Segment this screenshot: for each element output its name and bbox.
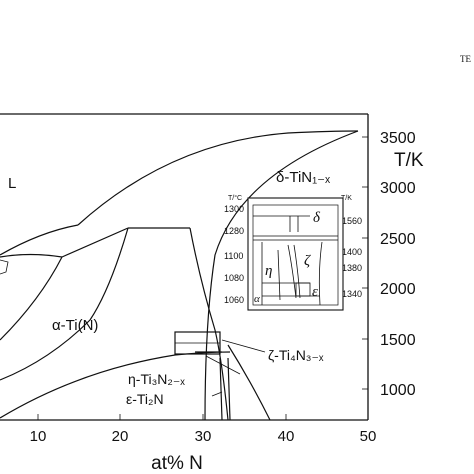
x-tick-labels: 10 20 30 40 50	[30, 428, 377, 445]
x-tick-label: 40	[278, 428, 295, 445]
y-tick-label: 2500	[380, 231, 416, 248]
phase-label-delta: δ-TiN₁₋ₓ	[276, 169, 330, 186]
inset-label-epsilon: ε	[312, 284, 318, 300]
inset-right-tick: 1340	[342, 289, 362, 299]
x-tick-label: 10	[30, 428, 47, 445]
zeta-pointer	[221, 339, 266, 353]
inset-right-tick: 1400	[342, 247, 362, 257]
corner-text: TE	[460, 54, 471, 64]
inset-epsilon-box	[295, 282, 311, 297]
inset-right-unit: T/K	[341, 195, 352, 202]
x-tick-marks	[37, 414, 369, 420]
inset-label-eta: η	[265, 263, 272, 279]
epsilon-left-line	[219, 357, 223, 421]
y-tick-label: 3500	[380, 130, 416, 147]
delta-left-boundary	[189, 227, 229, 421]
left-fragment	[0, 259, 9, 275]
x-tick-label: 20	[112, 428, 129, 445]
y-tick-label: 1000	[380, 382, 416, 399]
inset-label-delta: δ	[313, 210, 321, 226]
inset-label-zeta: ζ	[304, 253, 311, 269]
x-axis-label: at% N	[151, 453, 203, 474]
inset-left-tick: 1060	[224, 295, 244, 305]
inset-break-line	[253, 235, 338, 241]
y-tick-marks	[362, 136, 368, 390]
inset-diagram: T/°C T/K 1300 1280 1100 1080 1060 1560 1…	[224, 194, 362, 311]
phase-label-zeta: ζ-Ti₄N₃₋ₓ	[268, 347, 324, 363]
inset-eta-boundary	[277, 249, 281, 301]
inset-left-tick: 1100	[224, 251, 243, 261]
alpha-liquidus-curve	[0, 224, 79, 256]
y-axis-label: T/K	[394, 150, 424, 171]
beta-transus-curve	[0, 256, 63, 341]
delta-solvus-curve	[227, 344, 271, 421]
inset-delta-boundary	[318, 241, 323, 306]
y-tick-label: 3000	[380, 180, 416, 197]
liquid-lower-curve	[0, 253, 63, 258]
delta-liquidus-curve	[77, 130, 359, 226]
alpha-solvus-curve	[0, 351, 231, 419]
delta-solidus-curve	[204, 130, 359, 421]
phase-boundaries	[0, 130, 359, 421]
inset-left-tick: 1080	[224, 273, 244, 283]
inset-label-alpha: α	[254, 293, 260, 305]
inset-zeta-curve-2	[293, 244, 301, 299]
y-tick-label: 2000	[380, 281, 416, 298]
inset-zeta-curve	[287, 244, 297, 299]
alpha-liquidus-right	[61, 227, 129, 258]
phase-label-eta: η-Ti₃N₂₋ₓ	[128, 371, 185, 387]
y-tick-label: 1500	[380, 332, 416, 349]
alpha-solidus-curve	[0, 227, 129, 381]
inset-right-tick: 1560	[342, 216, 362, 226]
inset-left-unit: T/°C	[228, 194, 242, 202]
x-tick-label: 30	[195, 428, 212, 445]
phase-label-liquid: L	[8, 175, 16, 192]
epsilon-right-line	[227, 357, 231, 421]
epsilon-pointer	[211, 391, 223, 397]
inset-upper-box	[289, 216, 299, 232]
x-tick-label: 50	[360, 428, 377, 445]
inset-left-tick: 1280	[224, 226, 244, 236]
phase-label-alpha: α-Ti(N)	[52, 317, 98, 334]
eta-pointer	[205, 355, 241, 375]
phase-label-epsilon: ε-Ti₂N	[126, 391, 164, 407]
y-tick-labels: 1000 1500 2000 2500 3000 3500	[380, 130, 416, 399]
inset-left-tick: 1300	[224, 204, 244, 214]
inset-plot-area	[252, 204, 339, 306]
inset-right-tick: 1380	[342, 263, 362, 273]
